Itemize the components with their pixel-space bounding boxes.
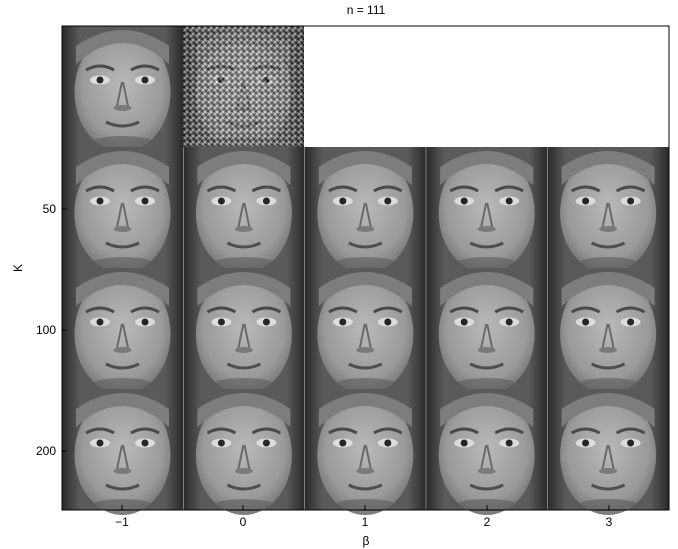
face-k50-beta0 [60,145,185,275]
x-tick-label: 0 [240,515,247,529]
face-k100-beta3 [424,266,549,396]
x-tick-label: 3 [606,515,613,529]
face-original [60,24,185,154]
face-k200-beta4 [546,387,671,517]
x-tick-label: 1 [362,515,369,529]
face-k50-beta1 [181,145,306,275]
x-tick-marks [121,505,610,510]
chart-title: n = 111 [347,3,386,17]
y-tick-marks [62,208,67,452]
face-noisy [181,24,306,154]
face-k50-beta3 [424,145,549,275]
face-k100-beta0 [60,266,185,396]
face-k100-beta2 [303,266,428,396]
face-k100-beta4 [546,266,671,396]
face-k200-beta3 [424,387,549,517]
x-axis-label: β [363,534,370,548]
reconstructed-faces-grid [60,145,671,517]
face-k50-beta4 [546,145,671,275]
x-tick-label: −1 [115,515,129,529]
face-k200-beta1 [181,387,306,517]
y-axis-label: K [11,264,25,272]
y-tick-label: 200 [36,444,56,458]
face-k50-beta2 [303,145,428,275]
face-k200-beta0 [60,387,185,517]
face-k100-beta1 [181,266,306,396]
face-k200-beta2 [303,387,428,517]
x-tick-label: 2 [484,515,491,529]
y-tick-label: 100 [36,323,56,337]
y-tick-label: 50 [43,202,57,216]
